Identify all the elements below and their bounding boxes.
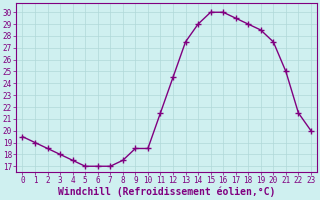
X-axis label: Windchill (Refroidissement éolien,°C): Windchill (Refroidissement éolien,°C) — [58, 187, 276, 197]
